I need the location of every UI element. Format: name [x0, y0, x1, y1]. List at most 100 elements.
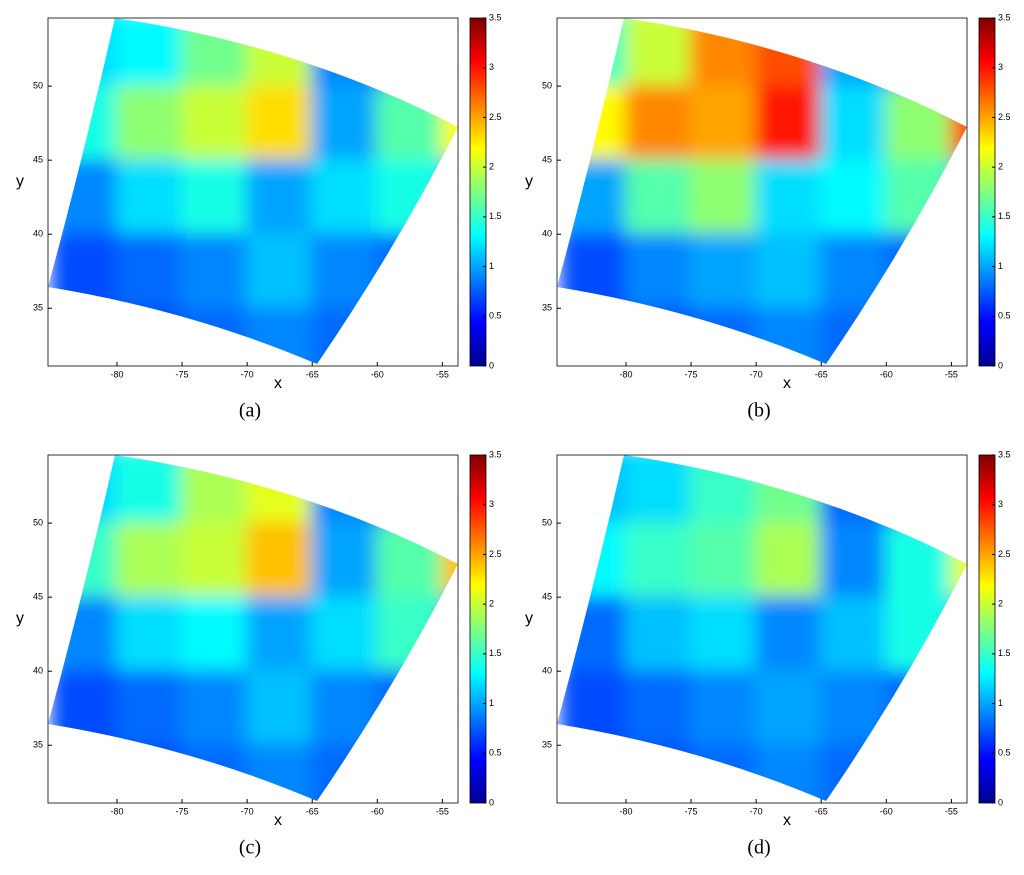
cell: [50, 159, 118, 236]
y-axis-label: y: [525, 173, 533, 190]
cell: [311, 455, 379, 525]
field: [50, 18, 458, 364]
y-tick-label: 45: [33, 592, 43, 602]
cell: [246, 522, 314, 599]
x-tick-label: -70: [241, 369, 254, 379]
cell: [311, 670, 379, 747]
colorbar-tick-label: 3: [489, 499, 494, 509]
x-tick-label: -75: [685, 369, 698, 379]
cell: [559, 18, 627, 88]
x-tick-label: -60: [880, 369, 893, 379]
colorbar-tick-label: 0: [489, 360, 494, 370]
cell: [820, 159, 888, 236]
cell: [624, 596, 693, 673]
cell: [50, 522, 118, 599]
cell: [311, 744, 379, 801]
cell: [885, 18, 953, 88]
cell: [311, 307, 379, 364]
cell: [311, 596, 379, 673]
cell: [559, 670, 627, 747]
y-tick-label: 45: [542, 155, 552, 165]
cell: [885, 159, 953, 236]
cell: [376, 596, 444, 673]
x-tick-label: -55: [436, 806, 449, 816]
x-tick-label: -60: [880, 806, 893, 816]
y-axis-label: y: [16, 610, 24, 627]
colorbar-tick-label: 0: [489, 797, 494, 807]
cell: [311, 18, 379, 88]
x-tick-label: -80: [619, 806, 632, 816]
x-tick-label: -65: [306, 369, 319, 379]
panel: -80 -75 -70 -65 -60 -55 35 40 45 50 x y 0 0.5 1 1.5 2 2.5…: [525, 449, 1011, 858]
cell: [755, 744, 823, 801]
colorbar-tick-label: 3.5: [998, 449, 1011, 459]
colorbar-tick-label: 2: [489, 599, 494, 609]
cell: [559, 596, 627, 673]
y-tick-label: 35: [33, 740, 43, 750]
cell: [559, 85, 627, 162]
colorbar-tick-label: 2: [998, 599, 1003, 609]
cell: [376, 455, 444, 525]
colorbar-tick-label: 2: [998, 162, 1003, 172]
cell: [624, 233, 693, 310]
y-tick-label: 35: [542, 740, 552, 750]
y-tick-label: 40: [33, 229, 43, 239]
colorbar-tick-label: 0: [998, 360, 1003, 370]
cell: [376, 233, 444, 310]
x-tick-label: -75: [176, 806, 189, 816]
cell: [115, 596, 184, 673]
colorbar-tick-label: 1: [489, 698, 494, 708]
colorbar-tick-label: 0.5: [998, 311, 1011, 321]
cell: [115, 522, 184, 599]
colorbar-tick-label: 2.5: [489, 112, 502, 122]
cell: [885, 596, 953, 673]
cell: [820, 85, 888, 162]
colorbar-tick-label: 2.5: [998, 112, 1011, 122]
cell: [820, 455, 888, 525]
x-tick-label: -80: [110, 806, 123, 816]
cell: [690, 18, 758, 88]
cell: [624, 744, 693, 801]
cell: [50, 744, 118, 801]
cell: [311, 522, 379, 599]
axes-box: [47, 17, 459, 367]
colorbar: [978, 454, 996, 804]
colorbar-tick-label: 3: [489, 62, 494, 72]
cell: [690, 522, 758, 599]
colorbar-tick-label: 3.5: [998, 12, 1011, 22]
cell: [820, 233, 888, 310]
cell: [755, 159, 823, 236]
cell: [690, 670, 758, 747]
cell: [624, 307, 693, 364]
x-tick-label: -65: [815, 806, 828, 816]
cell: [559, 307, 627, 364]
x-tick-label: -65: [815, 369, 828, 379]
panel: -80 -75 -70 -65 -60 -55 35 40 45 50 x y 0 0.5 1 1.5 2 2.5…: [16, 12, 502, 421]
cell: [246, 85, 314, 162]
cell: [246, 455, 314, 525]
cell: [755, 233, 823, 310]
cell: [115, 670, 184, 747]
cell: [115, 455, 184, 525]
x-tick-label: -55: [436, 369, 449, 379]
cell: [559, 159, 627, 236]
cell: [246, 18, 314, 88]
cell: [246, 307, 314, 364]
y-tick-label: 40: [542, 229, 552, 239]
cell: [624, 455, 693, 525]
colorbar-tick-label: 2.5: [489, 549, 502, 559]
cell: [820, 596, 888, 673]
colorbar-tick-label: 0.5: [489, 311, 502, 321]
cell: [624, 85, 693, 162]
cell: [885, 455, 953, 525]
cell: [311, 233, 379, 310]
colorbar-tick-label: 1.5: [998, 211, 1011, 221]
colorbar-tick-label: 2.5: [998, 549, 1011, 559]
x-tick-label: -60: [371, 369, 384, 379]
colorbar: [469, 454, 487, 804]
colorbar: [978, 17, 996, 367]
colorbar-tick-label: 1.5: [489, 648, 502, 658]
domain: [559, 18, 967, 364]
y-axis-label: y: [525, 610, 533, 627]
y-tick-label: 45: [33, 155, 43, 165]
